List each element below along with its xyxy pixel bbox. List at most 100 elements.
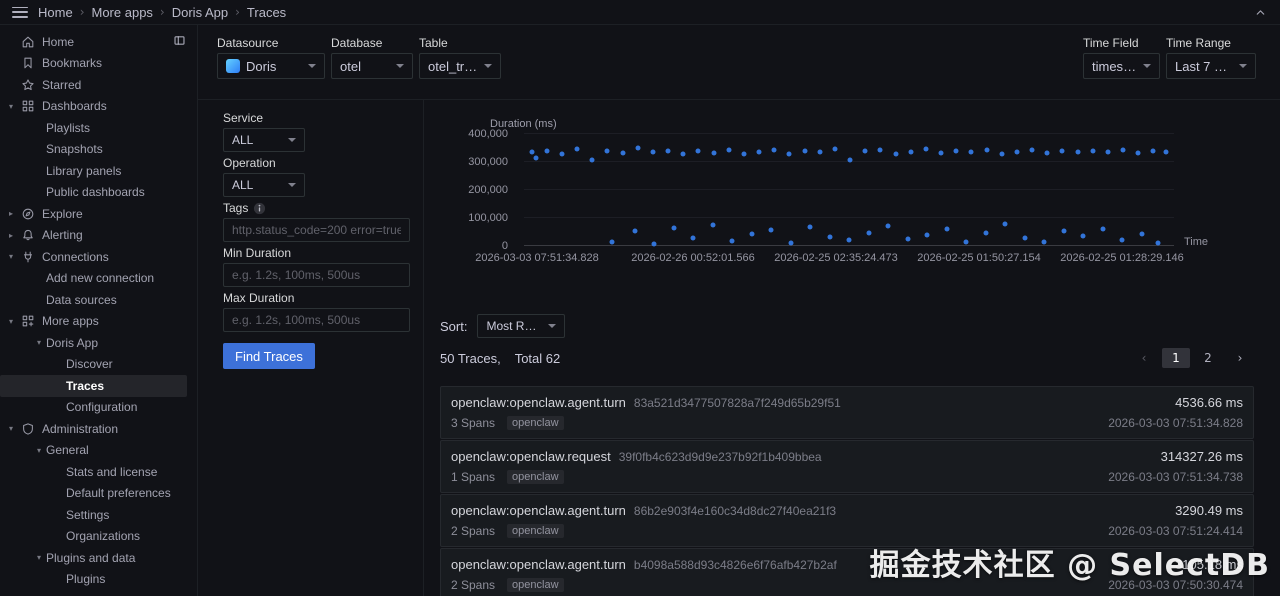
sidebar-item-alerting[interactable]: ▸ Alerting [0,225,197,247]
scatter-point[interactable] [589,157,595,163]
scatter-point[interactable] [1135,150,1141,156]
chevron-down-icon[interactable]: ▾ [36,338,41,348]
sidebar-item-data-sources[interactable]: Data sources [0,289,197,311]
sidebar-item-add-new-connection[interactable]: Add new connection [0,268,197,290]
scatter-point[interactable] [1150,148,1156,154]
scatter-point[interactable] [690,235,696,241]
scatter-point[interactable] [665,148,671,154]
breadcrumb-more-apps[interactable]: More apps [91,4,153,20]
scatter-point[interactable] [768,227,774,233]
scatter-point[interactable] [1105,149,1111,155]
sidebar-item-snapshots[interactable]: Snapshots [0,139,197,161]
sidebar-item-settings[interactable]: Settings [0,504,197,526]
scatter-point[interactable] [650,149,656,155]
breadcrumb-traces[interactable]: Traces [246,4,287,20]
scatter-point[interactable] [756,149,762,155]
sidebar-item-general[interactable]: ▾ General [0,440,197,462]
scatter-point[interactable] [529,149,535,155]
scatter-point[interactable] [944,226,949,232]
chevron-down-icon[interactable]: ▾ [36,553,41,563]
sidebar-item-discover[interactable]: Discover [0,354,197,376]
sidebar-item-plugins[interactable]: Plugins [0,569,197,591]
sidebar-item-public-dashboards[interactable]: Public dashboards [0,182,197,204]
sidebar-item-bookmarks[interactable]: Bookmarks [0,53,197,75]
table-select[interactable]: otel_traces [419,53,501,79]
scatter-point[interactable] [1155,240,1161,246]
tags-help-icon[interactable] [253,202,266,215]
scatter-point[interactable] [963,239,969,245]
scatter-point[interactable] [1029,147,1035,153]
chevron-down-icon[interactable]: ▾ [8,424,13,434]
scatter-point[interactable] [893,151,899,157]
sidebar-item-plugins-and-data[interactable]: ▾ Plugins and data [0,547,197,569]
scatter-point[interactable] [771,147,777,153]
database-select[interactable]: otel [331,53,413,79]
scatter-point[interactable] [786,151,792,157]
scatter-point[interactable] [788,240,793,246]
scatter-point[interactable] [1061,228,1066,234]
scatter-point[interactable] [866,230,871,236]
sidebar-item-library-panels[interactable]: Library panels [0,160,197,182]
scatter-point[interactable] [832,146,838,152]
datasource-select[interactable]: Doris [217,53,325,79]
chevron-right-icon[interactable]: ▸ [8,230,13,240]
chevron-right-icon[interactable]: ▸ [8,209,13,219]
scatter-point[interactable] [953,148,959,154]
sidebar-item-traces[interactable]: Traces [0,375,187,397]
sidebar-item-organizations[interactable]: Organizations [0,526,197,548]
scatter-point[interactable] [695,148,701,154]
scatter-point[interactable] [846,237,852,243]
scatter-point[interactable] [905,236,910,242]
sidebar-item-explore[interactable]: ▸ Explore [0,203,197,225]
scatter-point[interactable] [1002,221,1008,227]
sidebar-item-default-preferences[interactable]: Default preferences [0,483,197,505]
tags-input[interactable] [223,218,410,242]
scatter-point[interactable] [1059,148,1065,154]
scatter-point[interactable] [908,149,914,155]
scatter-point[interactable] [923,146,929,152]
max-duration-input[interactable] [223,308,410,332]
scatter-point[interactable] [710,222,715,228]
scatter-point[interactable] [877,147,883,153]
pagination-page-1[interactable]: 1 [1162,348,1190,368]
operation-select[interactable]: ALL [223,173,305,197]
sort-select[interactable]: Most Recent [477,314,566,338]
scatter-point[interactable] [729,238,735,244]
scatter-point[interactable] [574,146,580,152]
scatter-point[interactable] [827,234,832,240]
scatter-point[interactable] [999,151,1005,157]
sidebar-item-administration[interactable]: ▾ Administration [0,418,197,440]
chevron-down-icon[interactable]: ▾ [8,101,13,111]
scatter-point[interactable] [1119,237,1125,243]
chevron-down-icon[interactable]: ▾ [8,252,13,262]
scatter-point[interactable] [749,231,754,237]
scatter-point[interactable] [1022,235,1027,241]
sidebar-item-dashboards[interactable]: ▾ Dashboards [0,96,197,118]
scatter-point[interactable] [1075,149,1081,155]
scatter-point[interactable] [984,147,990,153]
scatter-point[interactable] [1014,149,1020,155]
pagination-page-2[interactable]: 2 [1204,351,1212,365]
scatter-point[interactable] [1044,150,1050,156]
scatter-point[interactable] [924,232,930,238]
sidebar-item-configuration[interactable]: Configuration [0,397,197,419]
scatter-point[interactable] [544,148,550,154]
sidebar-item-more-apps[interactable]: ▾ More apps [0,311,197,333]
scatter-point[interactable] [1139,231,1144,237]
service-select[interactable]: ALL [223,128,305,152]
trace-row[interactable]: openclaw:openclaw.agent.turn b4098a588d93… [440,548,1254,596]
scatter-point[interactable] [620,150,626,156]
scatter-point[interactable] [741,151,747,157]
scatter-point[interactable] [1120,147,1126,153]
sidebar-item-starred[interactable]: Starred [0,74,197,96]
breadcrumb-doris-app[interactable]: Doris App [171,4,229,20]
min-duration-input[interactable] [223,263,410,287]
scatter-point[interactable] [847,157,853,163]
time-range-select[interactable]: Last 7 days [1166,53,1256,79]
scatter-point[interactable] [885,223,891,229]
scatter-point[interactable] [1090,148,1096,154]
chevron-down-icon[interactable]: ▾ [36,445,41,455]
hamburger-menu-icon[interactable] [12,6,28,18]
trace-row[interactable]: openclaw:openclaw.agent.turn 86b2e903f4e1… [440,494,1254,547]
scatter-point[interactable] [1163,149,1169,155]
